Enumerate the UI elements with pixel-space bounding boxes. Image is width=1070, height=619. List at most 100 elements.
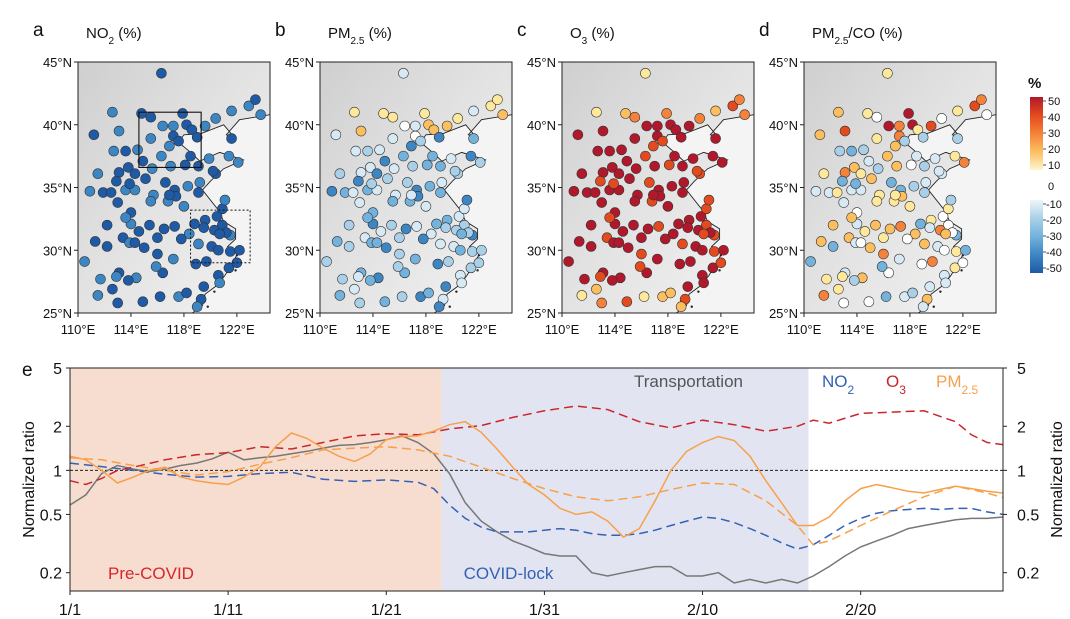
station-marker [473,257,485,269]
station-marker [734,94,745,105]
map-panel-b: 25°N 30°N 35°N 40°N 45°N 110°E 114°E 118°E 122°E… [275,20,513,337]
station-marker [929,153,941,164]
station-marker [211,211,223,222]
series-line-no2 [69,462,1004,550]
station-marker [407,160,418,172]
station-marker [899,135,910,147]
station-marker [716,157,728,168]
station-marker [710,133,721,144]
station-marker [950,246,962,257]
map-ytick-label: 40°N [43,118,72,133]
station-marker [642,223,654,235]
station-marker [431,218,442,230]
station-marker [425,228,437,240]
station-marker [940,228,951,240]
station-marker [919,238,930,250]
station-marker [445,153,457,164]
map-xtick-label: 118°E [167,322,202,337]
station-marker [157,267,169,279]
station-marker [629,133,641,144]
station-marker [113,167,125,178]
station-marker [952,105,963,117]
station-marker [111,175,122,187]
station-marker [675,132,687,143]
station-marker [84,185,96,197]
station-marker [924,222,936,233]
station-marker [92,290,104,301]
station-marker [433,132,445,143]
station-marker [129,237,141,249]
station-marker [880,291,892,302]
station-marker [878,248,889,260]
legend-entry-0: Transportation [634,372,743,391]
map-ytick-label: 30°N [43,243,72,258]
station-marker [449,165,461,177]
station-marker [685,256,696,267]
station-marker [839,167,851,178]
station-marker [382,173,393,185]
station-marker [613,237,625,249]
station-marker [659,233,671,245]
station-marker [597,167,609,178]
map-ytick-label: 45°N [527,55,556,70]
station-marker [371,168,383,179]
station-marker [207,165,219,177]
station-marker [831,187,843,198]
station-marker [101,219,113,231]
station-marker [648,189,659,201]
station-marker [156,150,167,162]
station-marker [145,196,157,207]
station-marker [201,256,212,267]
station-marker [695,211,707,222]
station-marker [452,113,464,124]
station-marker [88,129,100,141]
region-box-dashed [190,209,251,264]
station-marker [354,197,366,208]
station-marker [707,262,719,274]
station-marker [461,194,473,206]
map-xtick-label: 110°E [787,322,822,337]
station-marker [224,246,236,257]
station-marker [355,125,367,137]
station-marker [814,129,826,141]
map-island [206,305,209,308]
station-marker [837,175,848,187]
station-marker [199,120,211,132]
station-marker [375,226,387,237]
station-marker [214,228,225,240]
station-marker [576,290,588,301]
colorbar-label: 10 [1048,160,1060,172]
station-marker [871,196,883,207]
xtick-label: 1/21 [371,602,402,619]
station-marker [674,258,686,270]
station-marker [350,145,362,157]
map-ytick-label: 35°N [769,181,798,196]
station-marker [670,124,682,136]
station-marker [146,163,158,174]
station-marker [132,144,143,156]
map-ytick-label: 25°N [43,306,72,321]
station-marker [410,120,421,132]
station-marker [226,105,237,117]
map-ytick-label: 25°N [527,306,556,321]
station-marker [129,168,141,179]
station-marker [818,168,830,179]
station-marker [160,177,171,188]
station-marker [334,290,346,301]
station-marker [917,132,929,143]
station-marker [150,261,162,272]
station-marker [436,177,448,188]
station-marker [849,275,860,286]
station-marker [653,221,664,232]
station-marker [365,162,376,173]
station-marker [330,129,342,141]
map-panel-c: 25°N 30°N 35°N 40°N 45°N 110°E 114°E 118°E 122°E… [517,20,755,337]
station-marker [465,262,477,274]
station-marker [969,100,981,112]
map-island [448,305,451,308]
station-marker [173,135,184,147]
station-marker [597,125,609,137]
station-marker [435,160,446,172]
station-marker [937,211,949,222]
station-marker [698,277,709,289]
